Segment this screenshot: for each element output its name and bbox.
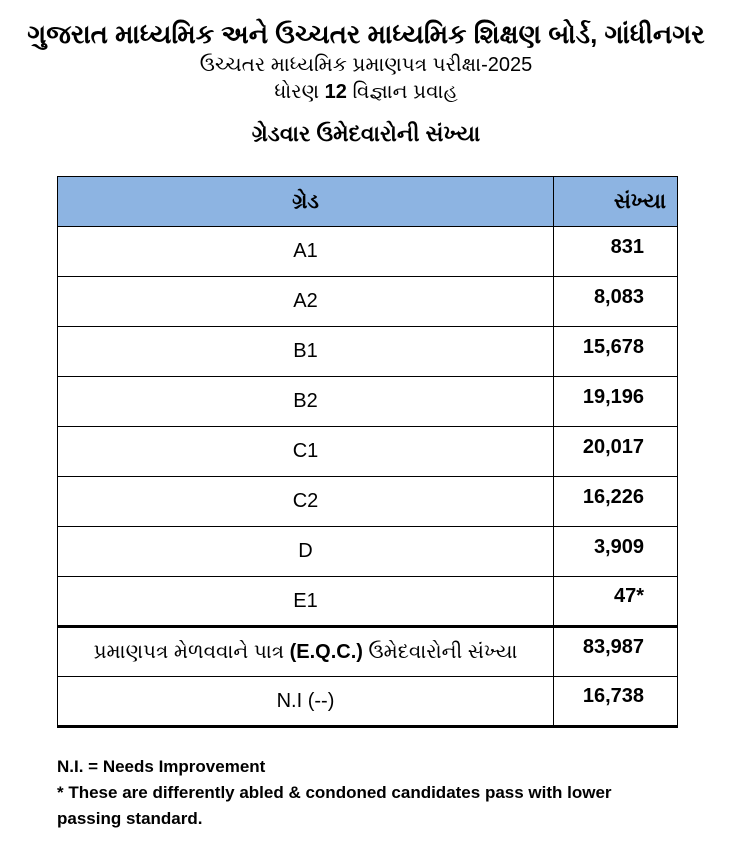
grade-cell: B2 <box>57 376 554 427</box>
footnote-ni-definition: N.I. = Needs Improvement <box>57 757 266 776</box>
ni-row: N.I (--) 16,738 <box>57 676 678 727</box>
grade-cell: D <box>57 526 554 577</box>
grade-cell: A2 <box>57 276 554 327</box>
count-cell: 15,678 <box>553 326 678 377</box>
table-row: A2 8,083 <box>57 276 678 327</box>
standard-label: ધોરણ <box>274 81 325 103</box>
grade-column-header: ગ્રેડ <box>57 176 554 227</box>
standard-line: ધોરણ 12 વિજ્ઞાન પ્રવાહ <box>0 79 732 106</box>
count-cell: 47* <box>553 576 678 627</box>
table-row: D 3,909 <box>57 526 678 577</box>
count-cell: 16,226 <box>553 476 678 527</box>
count-cell: 831 <box>553 226 678 277</box>
count-cell: 19,196 <box>553 376 678 427</box>
org-title: ગુજરાત માધ્યમિક અને ઉચ્ચતર માધ્યમિક શિક્… <box>27 19 705 49</box>
exam-title: ઉચ્ચતર માધ્યમિક પ્રમાણપત્ર પરીક્ષા-2025 <box>199 54 533 76</box>
table-row: C2 16,226 <box>57 476 678 527</box>
table-row: A1 831 <box>57 226 678 277</box>
grades-table: ગ્રેડ સંખ્યા A1 831 A2 8,083 B1 15,678 B… <box>57 176 678 728</box>
grade-cell: C2 <box>57 476 554 527</box>
eqc-count-cell: 83,987 <box>553 625 678 677</box>
table-row: E1 47* <box>57 576 678 627</box>
ni-count-cell: 16,738 <box>553 676 678 727</box>
eqc-label: પ્રમાણપત્ર મેળવવાને પાત્ર (E.Q.C.) ઉમેદવ… <box>57 625 554 677</box>
grade-cell: A1 <box>57 226 554 277</box>
grade-cell: E1 <box>57 576 554 627</box>
footnotes: N.I. = Needs Improvement * These are dif… <box>57 754 679 832</box>
table-row: C1 20,017 <box>57 426 678 477</box>
stream-label: વિજ્ઞાન પ્રવાહ <box>346 81 458 103</box>
count-cell: 8,083 <box>553 276 678 327</box>
document-header: ગુજરાત માધ્યમિક અને ઉચ્ચતર માધ્યમિક શિક્… <box>0 16 732 149</box>
grade-cell: C1 <box>57 426 554 477</box>
footnote-asterisk-note: * These are differently abled & condoned… <box>57 783 612 828</box>
count-cell: 3,909 <box>553 526 678 577</box>
eqc-abbreviation: (E.Q.C.) <box>289 640 363 663</box>
count-column-header: સંખ્યા <box>553 176 678 227</box>
count-cell: 20,017 <box>553 426 678 477</box>
ni-label: N.I (--) <box>57 676 554 727</box>
table-header-row: ગ્રેડ સંખ્યા <box>57 176 678 227</box>
standard-number: 12 <box>324 81 347 103</box>
eqc-total-row: પ્રમાણપત્ર મેળવવાને પાત્ર (E.Q.C.) ઉમેદવ… <box>57 625 678 677</box>
table-title: ગ્રેડવાર ઉમેદવારોની સંખ્યા <box>251 121 481 146</box>
table-row: B1 15,678 <box>57 326 678 377</box>
grade-cell: B1 <box>57 326 554 377</box>
table-row: B2 19,196 <box>57 376 678 427</box>
